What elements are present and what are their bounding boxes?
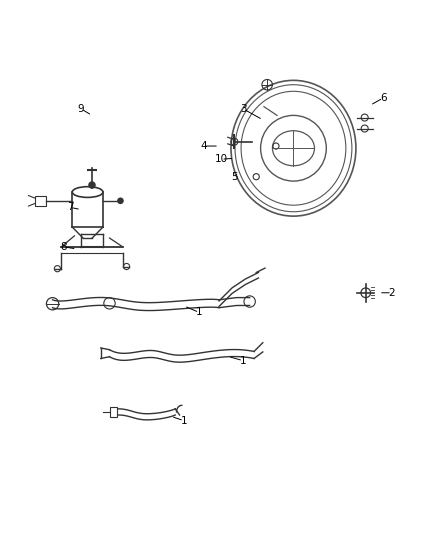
Bar [35,196,46,206]
Bar [110,407,117,417]
Text: 6: 6 [380,93,387,103]
Text: 2: 2 [389,288,396,298]
Text: 1: 1 [196,308,203,318]
Text: 8: 8 [60,242,67,252]
Text: 5: 5 [231,172,238,182]
Circle shape [118,198,123,204]
Text: 7: 7 [67,203,74,212]
Text: 4: 4 [200,141,207,151]
Circle shape [89,182,95,188]
Text: 9: 9 [78,104,85,114]
Text: 1: 1 [180,416,187,426]
Text: 3: 3 [240,104,247,114]
Text: 10: 10 [215,154,228,164]
Text: 1: 1 [240,356,247,366]
